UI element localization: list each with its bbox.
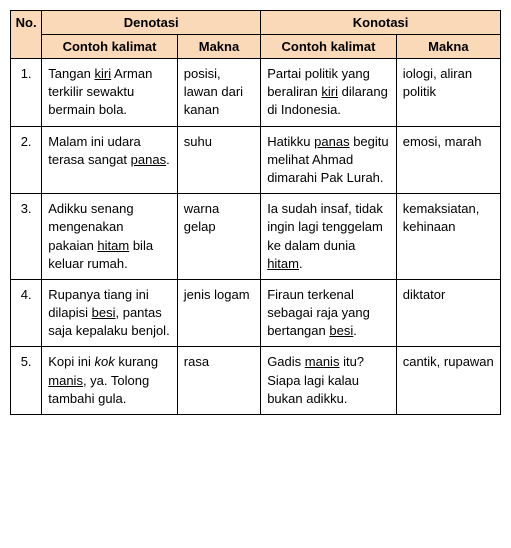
cell-konotasi-makna: emosi, marah — [396, 126, 500, 194]
cell-denotasi-kalimat: Kopi ini kok kurang manis, ya. Tolong ta… — [42, 347, 178, 415]
cell-no: 3. — [11, 194, 42, 280]
cell-konotasi-makna: cantik, rupawan — [396, 347, 500, 415]
header-kon-makna: Makna — [396, 35, 500, 59]
header-konotasi: Konotasi — [261, 11, 501, 35]
cell-no: 4. — [11, 279, 42, 347]
cell-no: 5. — [11, 347, 42, 415]
denotasi-konotasi-table: No. Denotasi Konotasi Contoh kalimat Mak… — [10, 10, 501, 415]
cell-konotasi-makna: kemaksiatan, kehinaan — [396, 194, 500, 280]
cell-konotasi-kalimat: Gadis manis itu? Siapa lagi kalau bukan … — [261, 347, 397, 415]
cell-konotasi-makna: iologi, aliran politik — [396, 59, 500, 127]
header-den-makna: Makna — [177, 35, 260, 59]
header-den-kalimat: Contoh kalimat — [42, 35, 178, 59]
cell-no: 2. — [11, 126, 42, 194]
cell-denotasi-makna: suhu — [177, 126, 260, 194]
table-row: 3.Adikku senang mengenakan pakaian hitam… — [11, 194, 501, 280]
cell-konotasi-kalimat: Firaun terkenal sebagai raja yang bertan… — [261, 279, 397, 347]
cell-no: 1. — [11, 59, 42, 127]
cell-konotasi-makna: diktator — [396, 279, 500, 347]
cell-konotasi-kalimat: Hatikku panas begitu melihat Ahmad dimar… — [261, 126, 397, 194]
header-kon-kalimat: Contoh kalimat — [261, 35, 397, 59]
table-row: 5.Kopi ini kok kurang manis, ya. Tolong … — [11, 347, 501, 415]
table-body: 1.Tangan kiri Arman terkilir sewaktu ber… — [11, 59, 501, 415]
table-row: 4.Rupanya tiang ini dilapisi besi, panta… — [11, 279, 501, 347]
header-denotasi: Denotasi — [42, 11, 261, 35]
cell-denotasi-makna: warna gelap — [177, 194, 260, 280]
cell-denotasi-kalimat: Adikku senang mengenakan pakaian hitam b… — [42, 194, 178, 280]
header-no: No. — [11, 11, 42, 59]
cell-denotasi-kalimat: Rupanya tiang ini dilapisi besi, pantas … — [42, 279, 178, 347]
cell-denotasi-makna: jenis logam — [177, 279, 260, 347]
cell-denotasi-kalimat: Malam ini udara terasa sangat panas. — [42, 126, 178, 194]
table-row: 1.Tangan kiri Arman terkilir sewaktu ber… — [11, 59, 501, 127]
cell-konotasi-kalimat: Partai politik yang beraliran kiri dilar… — [261, 59, 397, 127]
cell-denotasi-kalimat: Tangan kiri Arman terkilir sewaktu berma… — [42, 59, 178, 127]
cell-konotasi-kalimat: Ia sudah insaf, tidak ingin lagi tenggel… — [261, 194, 397, 280]
table-row: 2.Malam ini udara terasa sangat panas.su… — [11, 126, 501, 194]
cell-denotasi-makna: rasa — [177, 347, 260, 415]
cell-denotasi-makna: posisi, lawan dari kanan — [177, 59, 260, 127]
